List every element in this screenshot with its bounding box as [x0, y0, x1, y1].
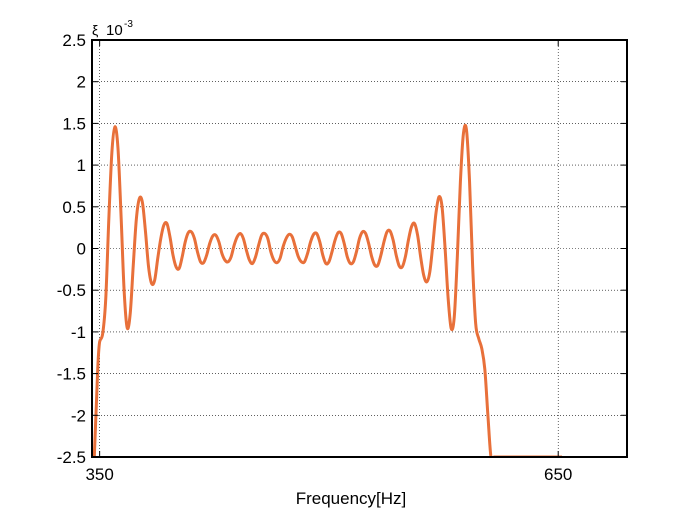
- y-tick-label: 1.5: [62, 114, 86, 133]
- y-tick-label: 2.5: [62, 31, 86, 50]
- y-tick-label: -0.5: [57, 281, 86, 300]
- x-tick-label: 350: [85, 465, 113, 484]
- series-line-0: [92, 123, 563, 457]
- y-axis-exponent-power: -3: [124, 19, 133, 30]
- grid: [92, 39, 627, 458]
- y-tick-label: 0.5: [62, 198, 86, 217]
- y-ticks: -2.5 -2 -1.5 -1 -0.5 0 0.5 1 1.5 2 2.5: [57, 31, 627, 467]
- x-axis-label: Frequency[Hz]: [296, 489, 407, 508]
- y-tick-label: 0: [77, 240, 86, 259]
- x-tick-label: 650: [544, 465, 572, 484]
- plot-series: [92, 123, 563, 457]
- y-axis-symbol: ξ: [92, 22, 98, 38]
- y-tick-label: 1: [77, 156, 86, 175]
- y-tick-label: -2: [71, 406, 86, 425]
- y-axis-exponent-base: 10: [106, 22, 123, 39]
- y-tick-label: 2: [77, 73, 86, 92]
- x-ticks: 350 650: [85, 40, 572, 484]
- y-tick-label: -2.5: [57, 448, 86, 467]
- y-tick-label: -1: [71, 323, 86, 342]
- y-tick-label: -1.5: [57, 365, 86, 384]
